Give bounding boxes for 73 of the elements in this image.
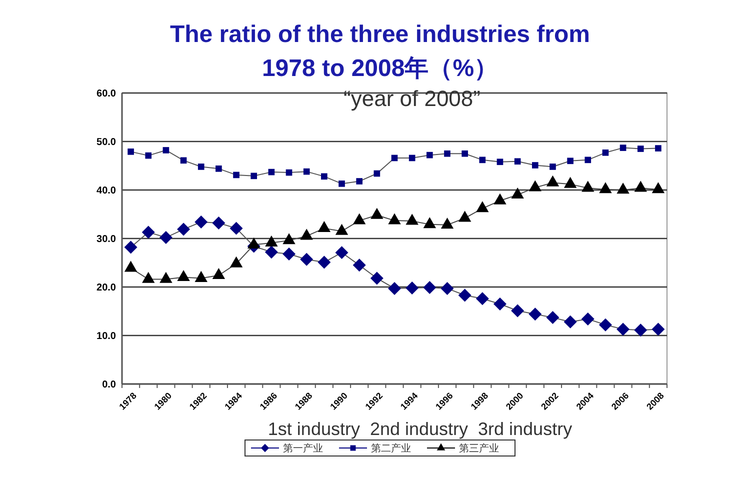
point	[142, 226, 155, 239]
point	[564, 315, 577, 328]
point	[338, 180, 345, 187]
point	[268, 168, 275, 176]
point	[616, 322, 630, 336]
y-tick-label: 40.0	[96, 186, 116, 196]
point	[194, 216, 208, 229]
point	[511, 304, 524, 318]
point	[250, 172, 258, 180]
point	[655, 145, 662, 152]
point	[458, 288, 472, 302]
point	[598, 318, 612, 332]
point	[581, 312, 594, 326]
point	[584, 156, 592, 164]
point	[479, 156, 486, 164]
point	[652, 322, 665, 336]
point	[426, 152, 433, 158]
legend-label: 第一产业	[283, 442, 323, 454]
point	[352, 258, 366, 272]
point	[440, 282, 454, 295]
point	[514, 158, 521, 165]
text: 1st industry 2nd industry 3rd industry	[268, 419, 572, 439]
point	[321, 173, 328, 180]
point	[198, 164, 204, 170]
point	[532, 162, 538, 168]
y-tick-label: 20.0	[96, 282, 116, 294]
point	[374, 170, 380, 177]
point	[128, 148, 134, 155]
point	[370, 272, 384, 285]
point	[391, 154, 398, 162]
point	[286, 169, 292, 176]
y-tick-label: 30.0	[96, 234, 116, 245]
y-tick-label: 60.0	[96, 88, 116, 100]
point	[230, 222, 243, 235]
point	[335, 246, 348, 260]
point	[493, 297, 506, 310]
point	[356, 178, 362, 184]
point	[476, 292, 489, 306]
point	[145, 152, 152, 159]
legend-label: 第三产业	[459, 442, 499, 454]
point	[180, 157, 187, 164]
point	[388, 282, 401, 295]
point	[124, 240, 138, 254]
point	[264, 246, 278, 259]
point	[444, 150, 450, 157]
point	[634, 324, 648, 337]
point	[496, 158, 504, 166]
point	[620, 144, 626, 151]
point	[602, 149, 609, 156]
y-tick-label: 0.0	[102, 380, 116, 390]
point	[303, 168, 310, 175]
point	[462, 150, 468, 157]
point	[406, 281, 419, 294]
point	[318, 256, 331, 269]
legend-label: 第二产业	[371, 442, 411, 454]
point	[159, 231, 172, 244]
point	[546, 311, 560, 324]
point	[528, 308, 542, 321]
point	[550, 164, 556, 170]
point	[212, 216, 226, 230]
point	[162, 147, 170, 154]
y-tick-label: 50.0	[96, 137, 116, 148]
point	[216, 166, 222, 172]
point	[300, 252, 314, 266]
point	[233, 172, 240, 178]
point	[282, 248, 296, 261]
point	[637, 146, 644, 152]
point	[408, 154, 416, 162]
point	[177, 222, 190, 236]
y-tick-label: 10.0	[96, 331, 116, 342]
point	[567, 158, 574, 164]
point	[423, 280, 436, 294]
chart-title: The ratio of the three industries from 1978 to 2008年（%）	[170, 21, 590, 82]
